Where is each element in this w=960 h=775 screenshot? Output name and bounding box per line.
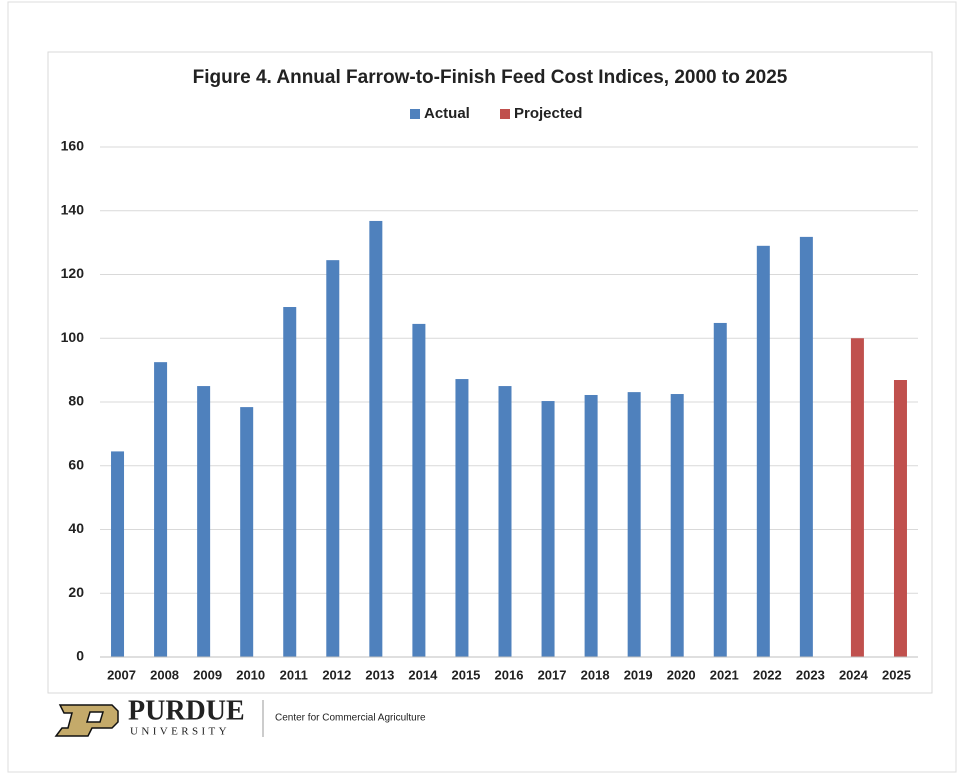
y-tick-label: 140 bbox=[61, 201, 85, 217]
bar bbox=[197, 386, 211, 657]
logo-subname: UNIVERSITY bbox=[130, 726, 230, 738]
y-tick-label: 160 bbox=[61, 138, 85, 154]
x-tick-label: 2023 bbox=[796, 667, 825, 682]
x-tick-label: 2018 bbox=[581, 667, 610, 682]
legend-swatch bbox=[410, 109, 420, 119]
bar bbox=[670, 394, 684, 657]
x-tick-label: 2009 bbox=[193, 667, 222, 682]
y-tick-label: 100 bbox=[61, 329, 85, 345]
bar bbox=[412, 323, 426, 657]
y-tick-label: 60 bbox=[68, 456, 84, 472]
bar bbox=[756, 245, 770, 657]
bar bbox=[326, 260, 340, 657]
y-tick-label: 120 bbox=[61, 265, 85, 281]
bar bbox=[369, 220, 383, 657]
bar bbox=[541, 401, 555, 657]
x-tick-label: 2020 bbox=[667, 667, 696, 682]
x-tick-label: 2015 bbox=[451, 667, 480, 682]
chart-title: Figure 4. Annual Farrow-to-Finish Feed C… bbox=[193, 67, 788, 88]
bar bbox=[627, 392, 641, 657]
logo: PURDUE UNIVERSITY Center for Commercial … bbox=[54, 695, 426, 738]
bar bbox=[111, 451, 125, 657]
bar bbox=[498, 386, 512, 657]
x-tick-label: 2025 bbox=[882, 667, 911, 682]
bar bbox=[799, 236, 813, 657]
bar bbox=[455, 379, 469, 657]
x-tick-label: 2019 bbox=[624, 667, 653, 682]
legend-swatch bbox=[500, 109, 510, 119]
bar bbox=[713, 322, 727, 657]
x-tick-label: 2014 bbox=[408, 667, 438, 682]
logo-unit: Center for Commercial Agriculture bbox=[275, 713, 426, 724]
bar bbox=[893, 380, 907, 657]
bar bbox=[584, 394, 598, 657]
x-tick-label: 2021 bbox=[710, 667, 739, 682]
bar bbox=[240, 407, 254, 657]
legend-label: Actual bbox=[424, 105, 470, 122]
legend-label: Projected bbox=[514, 105, 582, 122]
y-tick-label: 20 bbox=[68, 584, 84, 600]
x-tick-label: 2022 bbox=[753, 667, 782, 682]
logo-name: PURDUE bbox=[128, 695, 245, 726]
y-tick-label: 0 bbox=[76, 648, 84, 664]
x-tick-label: 2017 bbox=[538, 667, 567, 682]
bar bbox=[850, 338, 864, 657]
x-tick-label: 2010 bbox=[236, 667, 265, 682]
bar bbox=[154, 362, 168, 657]
x-tick-label: 2016 bbox=[495, 667, 524, 682]
x-tick-label: 2012 bbox=[322, 667, 351, 682]
y-tick-label: 80 bbox=[68, 393, 84, 409]
bar bbox=[283, 307, 297, 657]
y-tick-label: 40 bbox=[68, 520, 84, 536]
x-tick-label: 2007 bbox=[107, 667, 136, 682]
x-tick-label: 2011 bbox=[280, 667, 308, 682]
logo-mark bbox=[54, 704, 119, 737]
chart-area bbox=[47, 51, 933, 694]
x-tick-label: 2024 bbox=[839, 667, 869, 682]
x-tick-label: 2013 bbox=[365, 667, 394, 682]
x-tick-label: 2008 bbox=[150, 667, 179, 682]
